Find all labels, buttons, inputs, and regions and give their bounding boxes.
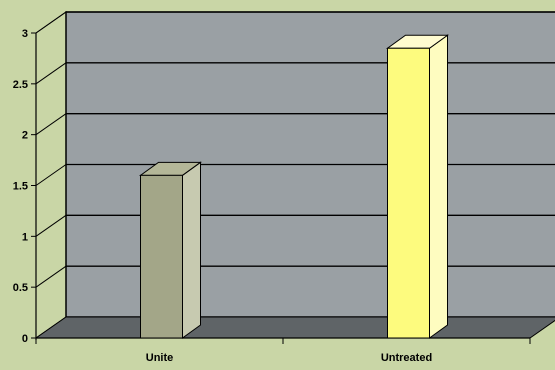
x-tick-label: Unite: [146, 352, 174, 364]
gridline-side: [35, 214, 67, 237]
y-tick-label: 2.5: [13, 79, 28, 91]
y-tick-label: 2: [22, 130, 28, 142]
bar-side: [429, 34, 448, 339]
y-tick-label: 1.5: [13, 181, 28, 193]
y-tick-label: 3: [22, 28, 28, 40]
gridline-side: [35, 265, 67, 288]
gridline-side: [35, 113, 67, 136]
gridline-side: [35, 62, 67, 85]
x-tick-label: Untreated: [381, 352, 432, 364]
bar-side: [182, 161, 201, 339]
bar: [140, 174, 183, 339]
plot-floor: [34, 316, 555, 339]
bar: [387, 47, 430, 339]
y-tick-label: 0.5: [13, 282, 28, 294]
y-tick-label: 1: [22, 231, 28, 243]
gridline-side: [35, 11, 67, 34]
gridline-side: [35, 164, 67, 186]
y-tick-label: 0: [22, 333, 28, 345]
